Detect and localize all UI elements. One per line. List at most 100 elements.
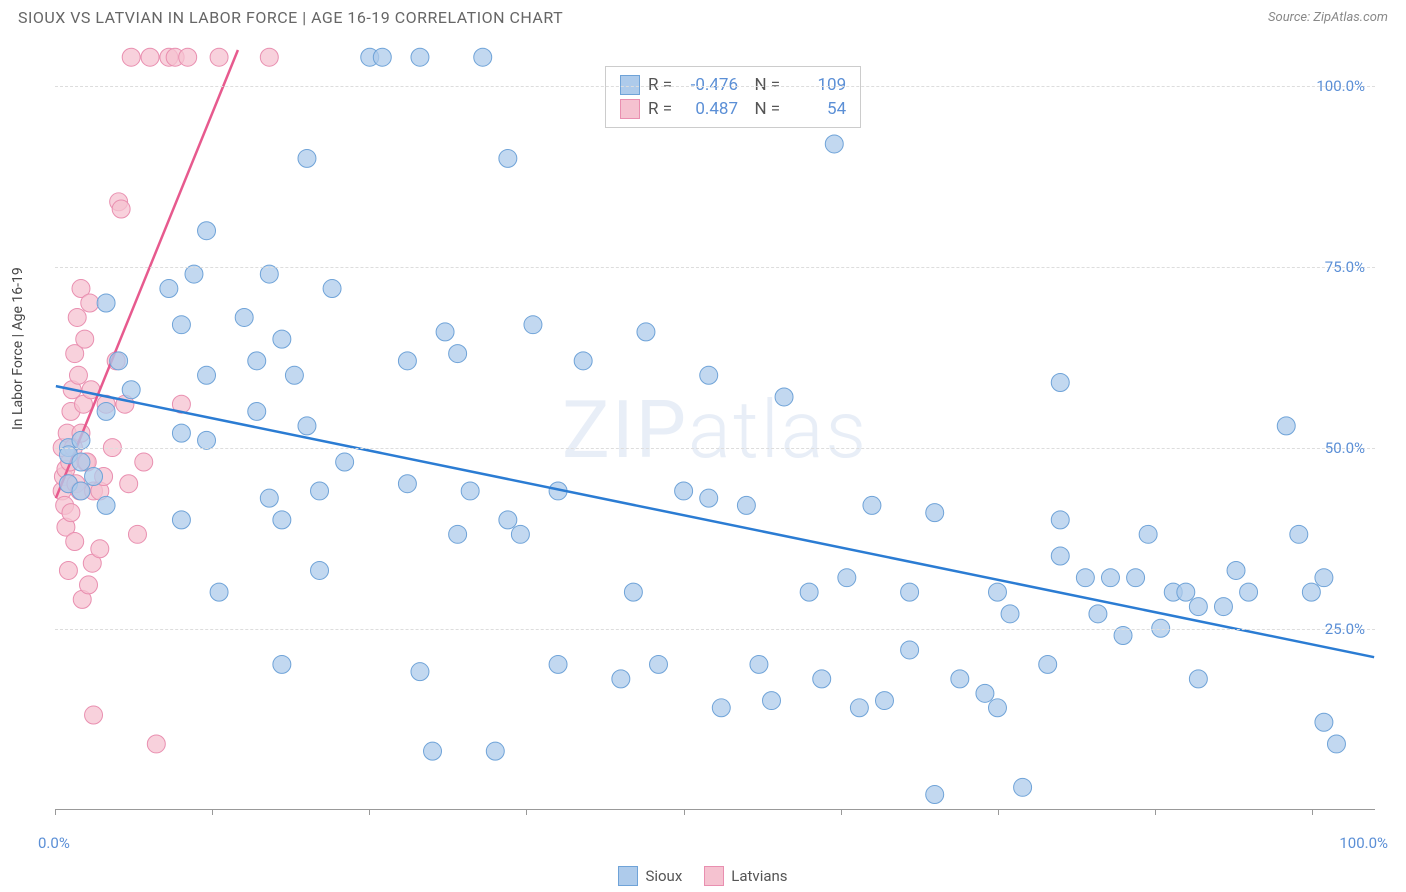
data-point-sioux <box>1177 583 1195 601</box>
data-point-latvians <box>66 533 84 551</box>
data-point-latvians <box>81 294 99 312</box>
data-point-sioux <box>97 496 115 514</box>
chart-header: SIOUX VS LATVIAN IN LABOR FORCE | AGE 16… <box>0 0 1406 31</box>
data-point-sioux <box>336 453 354 471</box>
data-point-sioux <box>1127 569 1145 587</box>
x-tick <box>1155 809 1156 815</box>
data-point-sioux <box>838 569 856 587</box>
data-point-sioux <box>172 424 190 442</box>
data-point-sioux <box>750 655 768 673</box>
data-point-sioux <box>1001 605 1019 623</box>
data-point-latvians <box>147 735 165 753</box>
data-point-sioux <box>72 453 90 471</box>
data-point-sioux <box>97 294 115 312</box>
data-point-latvians <box>80 576 98 594</box>
data-point-sioux <box>825 135 843 153</box>
data-point-sioux <box>1302 583 1320 601</box>
data-point-sioux <box>650 655 668 673</box>
data-point-sioux <box>1214 598 1232 616</box>
data-point-sioux <box>248 352 266 370</box>
legend-item-latvians: Latvians <box>704 866 787 886</box>
grid-line <box>55 86 1375 87</box>
data-point-latvians <box>62 504 80 522</box>
data-point-sioux <box>612 670 630 688</box>
data-point-latvians <box>128 525 146 543</box>
legend-swatch-sioux <box>618 866 638 886</box>
trend-line-latvians <box>56 50 238 498</box>
data-point-sioux <box>1076 569 1094 587</box>
data-point-latvians <box>112 200 130 218</box>
swatch-latvians <box>620 99 640 119</box>
data-point-latvians <box>76 330 94 348</box>
data-point-sioux <box>901 641 919 659</box>
y-tick-label: 100.0% <box>1316 77 1365 95</box>
data-point-sioux <box>72 482 90 500</box>
data-point-sioux <box>1290 525 1308 543</box>
data-point-sioux <box>624 583 642 601</box>
grid-line <box>55 267 1375 268</box>
bottom-legend: Sioux Latvians <box>0 866 1406 886</box>
data-point-sioux <box>1227 561 1245 579</box>
data-point-sioux <box>273 655 291 673</box>
data-point-sioux <box>1089 605 1107 623</box>
plot-area: ZIPatlas R = -0.476 N = 109 R = 0.487 N … <box>55 50 1375 810</box>
data-point-latvians <box>59 561 77 579</box>
data-point-sioux <box>700 489 718 507</box>
data-point-sioux <box>97 402 115 420</box>
data-point-sioux <box>813 670 831 688</box>
data-point-latvians <box>120 475 138 493</box>
data-point-sioux <box>926 786 944 804</box>
chart-source: Source: ZipAtlas.com <box>1268 10 1388 25</box>
data-point-sioux <box>574 352 592 370</box>
data-point-sioux <box>273 511 291 529</box>
data-point-sioux <box>926 504 944 522</box>
x-tick <box>1312 809 1313 815</box>
stat-r-sioux: -0.476 <box>680 75 738 95</box>
legend-label-latvians: Latvians <box>731 867 787 885</box>
data-point-sioux <box>373 48 391 66</box>
data-point-sioux <box>273 330 291 348</box>
data-point-sioux <box>172 511 190 529</box>
y-tick-label: 25.0% <box>1325 620 1365 638</box>
data-point-sioux <box>248 402 266 420</box>
data-point-sioux <box>486 742 504 760</box>
data-point-sioux <box>110 352 128 370</box>
data-point-sioux <box>524 316 542 334</box>
data-point-latvians <box>179 48 197 66</box>
data-point-sioux <box>85 467 103 485</box>
stat-r-label: R = <box>648 75 672 95</box>
data-point-sioux <box>210 583 228 601</box>
data-point-sioux <box>675 482 693 500</box>
data-point-sioux <box>737 496 755 514</box>
data-point-sioux <box>260 489 278 507</box>
data-point-sioux <box>411 48 429 66</box>
data-point-sioux <box>323 280 341 298</box>
data-point-sioux <box>976 684 994 702</box>
x-tick <box>841 809 842 815</box>
data-point-sioux <box>700 366 718 384</box>
x-tick <box>526 809 527 815</box>
data-point-sioux <box>499 511 517 529</box>
data-point-sioux <box>311 482 329 500</box>
data-point-latvians <box>122 48 140 66</box>
stats-row-latvians: R = 0.487 N = 54 <box>620 97 846 121</box>
y-axis-label: In Labor Force | Age 16-19 <box>10 267 26 430</box>
data-point-sioux <box>198 222 216 240</box>
stat-n-label: N = <box>746 75 780 95</box>
data-point-sioux <box>499 149 517 167</box>
data-point-latvians <box>210 48 228 66</box>
data-point-sioux <box>901 583 919 601</box>
x-tick <box>55 809 56 815</box>
data-point-sioux <box>988 699 1006 717</box>
data-point-sioux <box>398 475 416 493</box>
data-point-sioux <box>424 742 442 760</box>
data-point-sioux <box>398 352 416 370</box>
chart-title: SIOUX VS LATVIAN IN LABOR FORCE | AGE 16… <box>18 8 563 27</box>
data-point-sioux <box>1240 583 1258 601</box>
data-point-sioux <box>863 496 881 514</box>
data-point-latvians <box>141 48 159 66</box>
data-point-sioux <box>1327 735 1345 753</box>
data-point-latvians <box>91 540 109 558</box>
legend-label-sioux: Sioux <box>645 867 682 885</box>
data-point-sioux <box>474 48 492 66</box>
